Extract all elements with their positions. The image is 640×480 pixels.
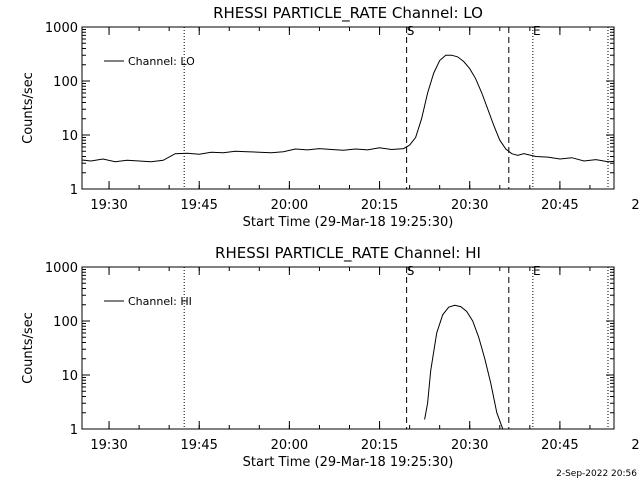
x-tick-label: 19:45 (180, 198, 217, 213)
x-tick-label: 20:45 (541, 438, 578, 453)
date-stamp: 2-Sep-2022 20:56 (556, 469, 637, 479)
y-tick-label: 1 (70, 423, 78, 438)
x-tick-label: 20:15 (361, 198, 398, 213)
x-tick-label: 20:45 (541, 198, 578, 213)
x-axis-label: Start Time (29-Mar-18 19:25:30) (243, 455, 454, 470)
x-tick-label: 21:00 (631, 438, 640, 453)
x-tick-label: 19:30 (90, 438, 127, 453)
x-tick-label: 20:00 (271, 198, 308, 213)
y-tick-label: 10 (61, 369, 78, 384)
marker-label-s: S (407, 264, 415, 278)
panel-hi: RHESSI PARTICLE_RATE Channel: HI Start T… (21, 244, 640, 470)
x-tick-label: 19:45 (180, 438, 217, 453)
y-axis-label: Counts/sec (21, 312, 36, 384)
y-tick-label: 1000 (45, 21, 78, 36)
y-axis-label: Counts/sec (21, 72, 36, 144)
marker-label-e: E (533, 24, 541, 38)
x-tick-label: 20:30 (451, 438, 488, 453)
y-tick-label: 100 (53, 75, 78, 90)
x-axis-label: Start Time (29-Mar-18 19:25:30) (243, 215, 454, 230)
y-tick-label: 100 (53, 315, 78, 330)
x-tick-label: 19:30 (90, 198, 127, 213)
marker-label-s: S (407, 24, 415, 38)
series-line (424, 304, 504, 429)
legend-label: Channel: HI (128, 295, 192, 308)
panel-title: RHESSI PARTICLE_RATE Channel: LO (213, 4, 483, 23)
legend-label: Channel: LO (128, 55, 195, 68)
y-tick-label: 1 (70, 183, 78, 198)
x-tick-label: 20:15 (361, 438, 398, 453)
x-tick-label: 21:00 (631, 198, 640, 213)
panel-lo: RHESSI PARTICLE_RATE Channel: LO Start T… (21, 4, 640, 230)
panel-title: RHESSI PARTICLE_RATE Channel: HI (215, 244, 481, 263)
y-tick-label: 10 (61, 129, 78, 144)
y-tick-label: 1000 (45, 261, 78, 276)
plot-frame (81, 266, 615, 430)
series-line (82, 54, 614, 163)
marker-label-e: E (533, 264, 541, 278)
x-tick-label: 20:00 (271, 438, 308, 453)
x-tick-label: 20:30 (451, 198, 488, 213)
plot-frame (81, 26, 615, 190)
